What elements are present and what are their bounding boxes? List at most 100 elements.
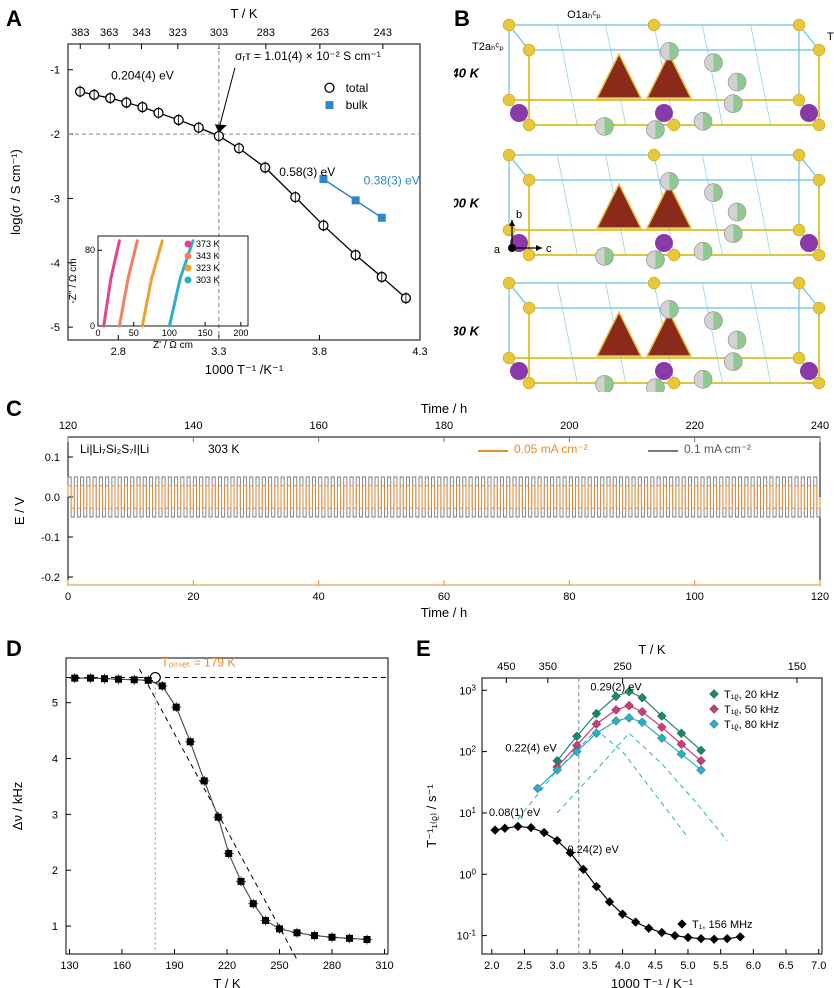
svg-text:5: 5 — [52, 698, 58, 710]
svg-text:-3: -3 — [50, 193, 60, 205]
svg-text:323 K: 323 K — [196, 263, 220, 273]
svg-text:6.5: 6.5 — [778, 960, 793, 972]
svg-text:50: 50 — [129, 328, 139, 338]
svg-text:200: 200 — [560, 420, 578, 432]
svg-text:T / K: T / K — [213, 976, 241, 988]
svg-text:Tₒₙₛₑₜ = 179 K: Tₒₙₛₑₜ = 179 K — [161, 655, 235, 669]
svg-text:-0.1: -0.1 — [41, 532, 60, 544]
svg-text:T₁ᵨ, 80 kHz: T₁ᵨ, 80 kHz — [724, 719, 779, 731]
svg-text:250: 250 — [270, 960, 288, 972]
svg-text:330 K: 330 K — [454, 324, 481, 339]
svg-text:80: 80 — [85, 245, 95, 255]
svg-text:450: 450 — [497, 661, 515, 673]
svg-text:5.5: 5.5 — [713, 960, 728, 972]
svg-text:100: 100 — [459, 867, 476, 882]
svg-text:343: 343 — [132, 27, 150, 39]
svg-text:303: 303 — [210, 27, 228, 39]
svg-text:240 K: 240 K — [454, 66, 481, 81]
svg-text:0.24(2) eV: 0.24(2) eV — [567, 844, 619, 856]
svg-text:130: 130 — [60, 960, 78, 972]
svg-text:283: 283 — [257, 27, 275, 39]
svg-text:T₁, 156 MHz: T₁, 156 MHz — [692, 919, 753, 931]
panel-d-chart: 130160190220250280310T / K12345Δν / kHzT… — [0, 636, 398, 988]
svg-text:250: 250 — [613, 661, 631, 673]
svg-text:323: 323 — [169, 27, 187, 39]
panel-c-cycling: 120140160180200220240Time / h02040608010… — [0, 395, 834, 625]
svg-text:log(σ / S cm⁻¹): log(σ / S cm⁻¹) — [8, 149, 23, 235]
svg-text:363: 363 — [100, 27, 118, 39]
svg-text:-5: -5 — [50, 322, 60, 334]
svg-text:220: 220 — [218, 960, 236, 972]
svg-text:180: 180 — [435, 420, 453, 432]
svg-text:240: 240 — [811, 420, 829, 432]
svg-text:T2aₕᶜₚ: T2aₕᶜₚ — [472, 41, 504, 53]
svg-text:4.3: 4.3 — [412, 346, 427, 358]
svg-text:150: 150 — [788, 661, 806, 673]
svg-text:0.22(4) eV: 0.22(4) eV — [505, 743, 557, 755]
svg-text:Time / h: Time / h — [421, 605, 467, 620]
svg-text:1: 1 — [52, 921, 58, 933]
svg-text:160: 160 — [309, 420, 327, 432]
svg-text:100: 100 — [685, 591, 703, 603]
svg-text:40: 40 — [313, 591, 325, 603]
panel-b-structures: 240 KO1aₕᶜₚT2aₕᶜₚT2aₕᶜₚ300 K330 Kcba — [454, 0, 834, 392]
svg-text:303 K: 303 K — [196, 275, 220, 285]
svg-text:140: 140 — [184, 420, 202, 432]
svg-text:102: 102 — [459, 744, 476, 759]
svg-text:1000 T⁻¹ /K⁻¹: 1000 T⁻¹ /K⁻¹ — [205, 362, 284, 377]
panel-a-chart: 2.83.33.84.3383363343323303283263243T / … — [0, 0, 432, 380]
svg-text:190: 190 — [165, 960, 183, 972]
svg-text:7.0: 7.0 — [811, 960, 826, 972]
svg-text:280: 280 — [323, 960, 341, 972]
svg-text:Δν / kHz: Δν / kHz — [10, 782, 25, 830]
svg-text:1000 T⁻¹ / K⁻¹: 1000 T⁻¹ / K⁻¹ — [611, 976, 694, 988]
svg-text:b: b — [516, 209, 522, 221]
svg-text:120: 120 — [59, 420, 77, 432]
svg-text:T / K: T / K — [230, 6, 258, 21]
svg-text:200: 200 — [233, 328, 248, 338]
svg-text:10-1: 10-1 — [457, 928, 477, 943]
svg-text:5.0: 5.0 — [680, 960, 695, 972]
panel-e-chart: 2.02.53.03.54.04.55.05.56.06.57.01000 T⁻… — [416, 636, 834, 988]
svg-text:0.08(1) eV: 0.08(1) eV — [489, 807, 541, 819]
svg-text:101: 101 — [459, 805, 476, 820]
svg-text:373 K: 373 K — [196, 239, 220, 249]
svg-text:-1: -1 — [50, 65, 60, 77]
svg-text:120: 120 — [811, 591, 829, 603]
svg-text:100: 100 — [162, 328, 177, 338]
svg-text:0.05 mA cm⁻²: 0.05 mA cm⁻² — [514, 442, 588, 456]
svg-text:T2aₕᶜₚ: T2aₕᶜₚ — [827, 31, 834, 43]
svg-text:160: 160 — [113, 960, 131, 972]
svg-text:4.5: 4.5 — [648, 960, 663, 972]
svg-text:2.5: 2.5 — [517, 960, 532, 972]
svg-text:T⁻¹₁₍ᵨ₎ / s⁻¹: T⁻¹₁₍ᵨ₎ / s⁻¹ — [424, 784, 439, 848]
svg-text:3: 3 — [52, 809, 58, 821]
svg-text:0: 0 — [90, 321, 95, 331]
svg-text:0.58(3) eV: 0.58(3) eV — [279, 165, 335, 179]
svg-text:c: c — [546, 243, 552, 255]
svg-text:Li|Li₇Si₂S₇I|Li: Li|Li₇Si₂S₇I|Li — [80, 442, 149, 456]
svg-text:σᵣᴛ = 1.01(4) × 10⁻² S cm⁻¹: σᵣᴛ = 1.01(4) × 10⁻² S cm⁻¹ — [235, 49, 381, 63]
svg-text:2: 2 — [52, 865, 58, 877]
svg-text:383: 383 — [71, 27, 89, 39]
svg-text:6.0: 6.0 — [746, 960, 761, 972]
svg-text:60: 60 — [438, 591, 450, 603]
svg-text:0: 0 — [95, 328, 100, 338]
svg-text:0.1 mA cm⁻²: 0.1 mA cm⁻² — [684, 442, 751, 456]
svg-text:0.204(4) eV: 0.204(4) eV — [111, 68, 174, 82]
svg-text:0.0: 0.0 — [45, 492, 60, 504]
svg-text:total: total — [346, 81, 369, 95]
svg-text:T₁ᵨ, 20 kHz: T₁ᵨ, 20 kHz — [724, 689, 779, 701]
svg-text:-2: -2 — [50, 129, 60, 141]
svg-text:243: 243 — [374, 27, 392, 39]
svg-text:350: 350 — [539, 661, 557, 673]
svg-text:-Z'' / Ω cm: -Z'' / Ω cm — [68, 258, 79, 303]
svg-text:4: 4 — [52, 754, 58, 766]
svg-text:2.8: 2.8 — [111, 346, 126, 358]
svg-text:bulk: bulk — [346, 98, 369, 112]
svg-text:3.0: 3.0 — [550, 960, 565, 972]
svg-text:220: 220 — [685, 420, 703, 432]
svg-text:80: 80 — [563, 591, 575, 603]
svg-text:0.38(3) eV: 0.38(3) eV — [364, 173, 420, 187]
svg-text:Time / h: Time / h — [421, 401, 467, 416]
